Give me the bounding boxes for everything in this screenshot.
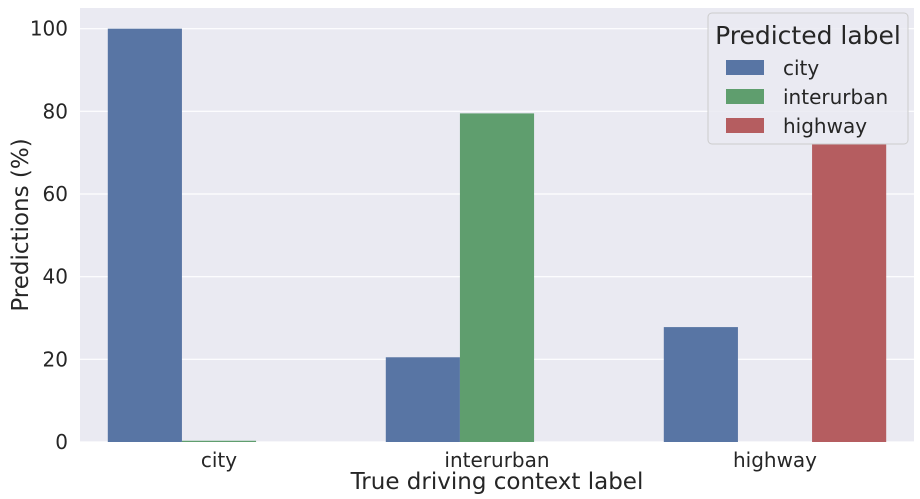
x-axis-ticks: city interurban highway xyxy=(201,448,817,472)
legend-swatch-highway xyxy=(726,118,764,133)
legend-label-highway: highway xyxy=(783,114,867,138)
x-tick-label: interurban xyxy=(444,448,549,472)
x-axis-label: True driving context label xyxy=(350,469,644,495)
legend-box xyxy=(707,12,909,145)
y-tick-label: 20 xyxy=(43,347,68,371)
x-tick-label: highway xyxy=(733,448,817,472)
legend-label-city: city xyxy=(783,56,819,80)
legend: Predicted label city interurban highway xyxy=(707,12,909,145)
legend-swatch-city xyxy=(726,60,764,75)
bar-city-interurban xyxy=(385,357,460,442)
legend-swatch-interurban xyxy=(726,89,764,104)
x-tick-label: city xyxy=(201,448,237,472)
bar-city-highway xyxy=(663,327,738,442)
y-tick-label: 0 xyxy=(55,430,68,454)
bar-highway-highway xyxy=(812,143,887,442)
bars xyxy=(107,28,887,443)
bar-interurban-city xyxy=(181,440,257,442)
bar-city-city xyxy=(107,28,182,443)
legend-label-interurban: interurban xyxy=(783,85,888,109)
y-axis-ticks: 0 20 40 60 80 100 xyxy=(30,17,68,454)
y-tick-label: 100 xyxy=(30,17,68,41)
y-tick-label: 60 xyxy=(43,182,68,206)
y-tick-label: 80 xyxy=(43,99,68,123)
y-tick-label: 40 xyxy=(43,265,68,289)
bar-interurban-interurban xyxy=(459,113,535,443)
y-axis-label: Predictions (%) xyxy=(8,138,34,311)
legend-title: Predicted label xyxy=(715,21,901,50)
